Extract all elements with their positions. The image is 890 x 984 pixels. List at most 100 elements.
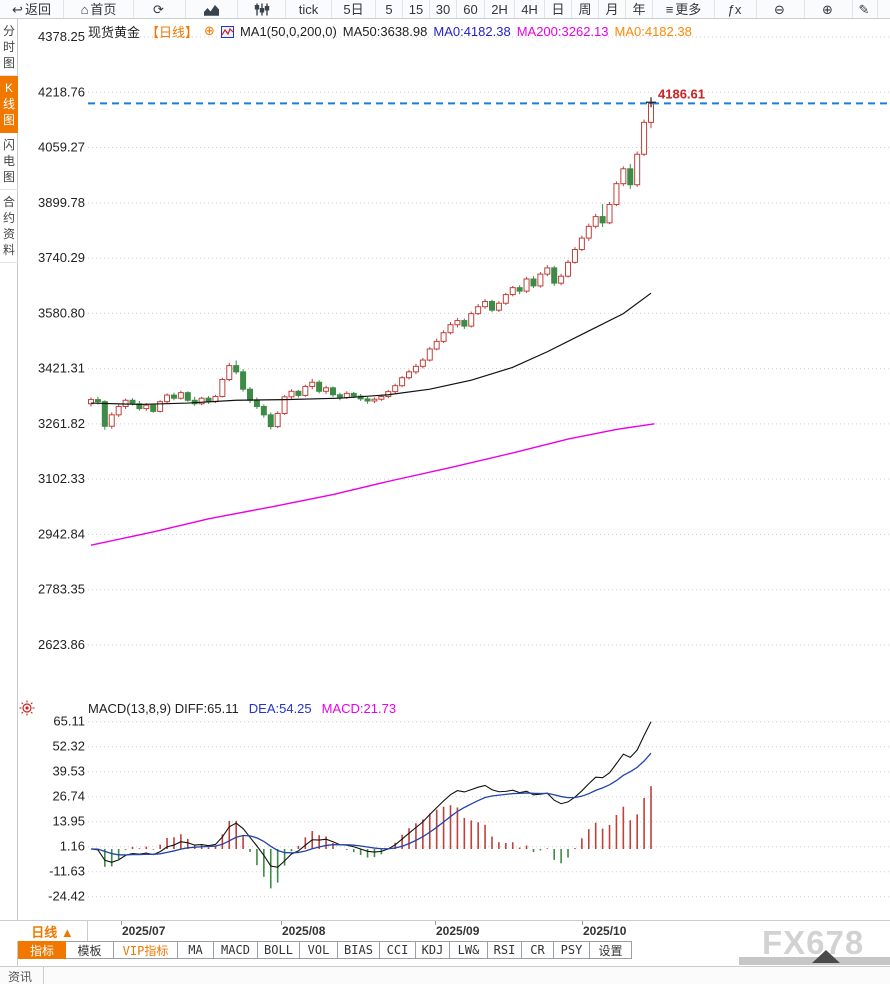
tab-contract-info[interactable]: 合约资料	[0, 190, 18, 263]
macd-diff-value: MACD(13,8,9) DIFF:65.11	[88, 701, 239, 716]
ma0-blue-value: MA0:4182.38	[433, 23, 511, 39]
period-label: 【日线】	[146, 24, 199, 40]
svg-text:2783.35: 2783.35	[38, 582, 85, 597]
indicator-tab-vol[interactable]: VOL	[300, 941, 338, 959]
last-price-label: 4186.61	[658, 86, 705, 101]
top-toolbar: ↩ 返回 ⌂ 首页 ⟳ tick 5日 5 15 30 60 2H 4H 日周月年 ≡ 更多 ƒx ⊖ ⊕ ✎	[0, 0, 890, 19]
svg-text:3899.78: 3899.78	[38, 195, 85, 210]
svg-text:52.32: 52.32	[52, 739, 85, 754]
svg-text:26.74: 26.74	[52, 789, 85, 804]
interval-15-button[interactable]: 15	[403, 0, 430, 18]
indicator-toolbar: 指标 模板 VIP指标 MA MACD BOLL VOL BIAS CCI KDJ LW& RSI CR…	[18, 941, 632, 959]
area-chart-icon	[204, 4, 219, 16]
indicator-tab-macd[interactable]: MACD	[214, 941, 258, 959]
home-icon: ⌂	[80, 1, 89, 17]
indicator-tab-lw[interactable]: LW&	[450, 941, 488, 959]
interval-month-button[interactable]: 月	[599, 0, 626, 18]
home-button[interactable]: ⌂ 首页	[64, 0, 134, 18]
svg-text:3421.31: 3421.31	[38, 361, 85, 376]
macd-hist-value: MACD:21.73	[321, 701, 397, 716]
zoom-out-icon: ⊖	[774, 1, 785, 17]
indicator-tab-vip[interactable]: VIP指标	[114, 941, 178, 959]
date-tick	[435, 921, 436, 925]
chart-type-sidebar: 分时图 K线图 闪电图 合约资料	[0, 19, 18, 966]
interval-year-button[interactable]: 年	[626, 0, 653, 18]
svg-text:1.16: 1.16	[60, 839, 85, 854]
candlestick-icon	[254, 3, 269, 15]
watermark-triangle	[812, 950, 840, 963]
svg-text:3261.82: 3261.82	[38, 416, 85, 431]
svg-text:4378.25: 4378.25	[38, 29, 85, 44]
indicator-tab-[interactable]: 指标	[18, 941, 66, 959]
interval-tick-button[interactable]: tick	[286, 0, 332, 18]
zoom-out-button[interactable]: ⊖	[757, 0, 805, 18]
date-axis: 日线 ▲ 2025/07 2025/08 2025/09 2025/10	[0, 920, 890, 942]
svg-text:4059.27: 4059.27	[38, 140, 85, 155]
ma200-value: MA200:3262.13	[516, 23, 609, 39]
date-label: 2025/10	[583, 924, 627, 938]
watermark: FX678	[762, 924, 865, 961]
draw-button[interactable]: ✎	[853, 0, 878, 18]
draw-icon: ✎	[858, 1, 870, 17]
date-tick	[281, 921, 282, 925]
main-chart[interactable]: 4378.25 4218.76 4059.27 3899.78 3740.29 3580.…	[19, 19, 890, 920]
ma0-orange-value: MA0:4182.38	[614, 23, 692, 39]
svg-text:3580.80: 3580.80	[38, 305, 85, 320]
tab-kline-chart[interactable]: K线图	[0, 76, 18, 133]
formula-button[interactable]: ƒx	[715, 0, 757, 18]
more-button[interactable]: ≡ 更多	[653, 0, 715, 18]
formula-icon: ƒx	[727, 1, 742, 17]
indicator-tab-bias[interactable]: BIAS	[338, 941, 380, 959]
date-label: 2025/07	[122, 924, 166, 938]
mini-chart-icon	[220, 24, 234, 39]
tab-news[interactable]: 资讯	[0, 967, 44, 984]
svg-text:3102.33: 3102.33	[38, 471, 85, 486]
period-selector[interactable]: 日线 ▲	[18, 921, 88, 942]
interval-week-button[interactable]: 周	[572, 0, 599, 18]
svg-text:65.11: 65.11	[53, 714, 85, 729]
indicator-tab-[interactable]: 模板	[66, 941, 114, 959]
macd-dea-value: DEA:54.25	[248, 701, 312, 716]
ma-config-label: MA1(50,0,200,0)	[239, 23, 337, 39]
macd-header: MACD(13,8,9) DIFF:65.11 DEA:54.25 MACD:2…	[88, 701, 406, 716]
zoom-in-icon: ⊕	[822, 1, 833, 17]
indicator-tab-[interactable]: 设置	[590, 941, 632, 959]
indicator-tab-rsi[interactable]: RSI	[488, 941, 522, 959]
interval-4h-button[interactable]: 4H	[515, 0, 545, 18]
indicator-tab-ma[interactable]: MA	[178, 941, 214, 959]
interval-60-button[interactable]: 60	[457, 0, 485, 18]
date-tick	[121, 921, 122, 925]
indicator-tab-cci[interactable]: CCI	[380, 941, 416, 959]
tab-time-chart[interactable]: 分时图	[0, 19, 18, 76]
indicator-tab-kdj[interactable]: KDJ	[416, 941, 450, 959]
svg-text:3740.29: 3740.29	[38, 250, 85, 265]
indicator-tab-boll[interactable]: BOLL	[258, 941, 300, 959]
zoom-in-button[interactable]: ⊕	[805, 0, 853, 18]
svg-text:-11.63: -11.63	[49, 864, 85, 879]
interval-5d-button[interactable]: 5日	[332, 0, 376, 18]
back-button[interactable]: ↩ 返回	[0, 0, 64, 18]
interval-2h-button[interactable]: 2H	[485, 0, 515, 18]
chart-header: 现货黄金 【日线】 ⊕ MA1(50,0,200,0) MA50:3638.98…	[88, 23, 698, 40]
interval-30-button[interactable]: 30	[430, 0, 457, 18]
refresh-button[interactable]: ⟳	[134, 0, 186, 18]
svg-text:-24.42: -24.42	[48, 889, 85, 904]
interval-5-button[interactable]: 5	[376, 0, 403, 18]
svg-text:4218.76: 4218.76	[38, 84, 85, 99]
area-chart-button[interactable]	[186, 0, 238, 18]
add-indicator-icon[interactable]: ⊕	[204, 23, 215, 38]
svg-text:2623.86: 2623.86	[38, 637, 85, 652]
bottom-bar: 资讯	[0, 966, 890, 984]
svg-text:39.53: 39.53	[52, 764, 85, 779]
candlestick-button[interactable]	[238, 0, 286, 18]
svg-text:13.95: 13.95	[52, 814, 85, 829]
indicator-tab-cr[interactable]: CR	[522, 941, 554, 959]
svg-text:2942.84: 2942.84	[38, 526, 85, 541]
indicator-tab-psy[interactable]: PSY	[554, 941, 590, 959]
symbol-name: 现货黄金	[88, 24, 141, 40]
date-tick	[582, 921, 583, 925]
interval-day-button[interactable]: 日	[545, 0, 572, 18]
indicator-settings-icon[interactable]	[19, 700, 35, 716]
tab-lightning-chart[interactable]: 闪电图	[0, 133, 18, 190]
date-label: 2025/09	[436, 924, 480, 938]
